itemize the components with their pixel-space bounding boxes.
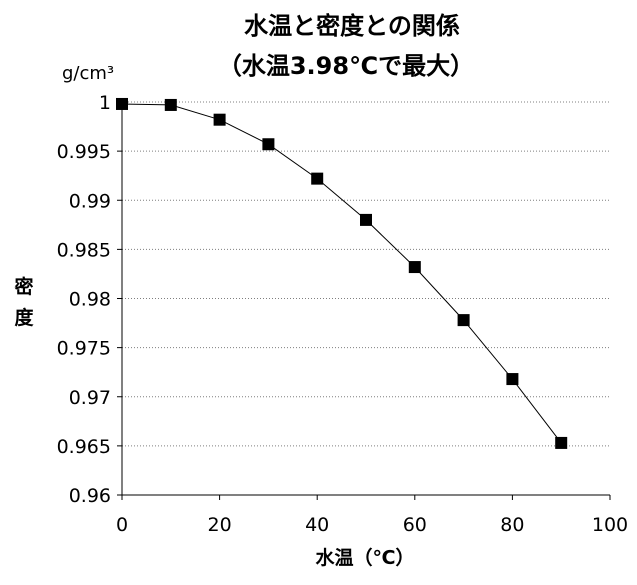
series-group: [116, 97, 568, 449]
x-tick-label: 100: [592, 514, 628, 536]
x-tick-label: 80: [500, 514, 524, 536]
y-tick-label: 0.96: [69, 485, 111, 507]
x-tick-label: 20: [208, 514, 232, 536]
data-point-marker: [408, 261, 421, 274]
x-tick-label: 60: [403, 514, 427, 536]
y-tick-label: 0.99: [69, 190, 111, 212]
data-point-marker: [262, 138, 275, 151]
data-point-marker: [311, 172, 324, 185]
y-tick-label: 0.975: [57, 338, 111, 360]
gridlines: [117, 101, 611, 500]
data-point-marker: [360, 213, 372, 226]
data-point-marker: [506, 373, 519, 386]
y-tick-label: 0.98: [69, 289, 111, 311]
y-axis-unit: g/cm³: [62, 63, 114, 84]
y-tick-label: 0.995: [57, 141, 111, 163]
data-point-marker: [213, 113, 226, 126]
y-axis-label-char-2: 度: [14, 306, 34, 329]
data-point-marker: [164, 98, 177, 111]
x-tick-label: 40: [305, 514, 329, 536]
y-tick-label: 1: [99, 92, 111, 114]
x-tick-labels: 0 20 40 60 80 100: [116, 514, 628, 536]
x-tick-label: 0: [116, 514, 128, 536]
y-tick-label: 0.965: [57, 436, 111, 458]
chart-title-line1: 水温と密度との関係: [244, 12, 460, 40]
y-tick-label: 0.97: [69, 387, 111, 409]
y-tick-labels: 0.96 0.965 0.97 0.975 0.98 0.985 0.99 0.995 1: [57, 92, 111, 507]
y-axis-label-char-1: 密: [14, 275, 33, 298]
data-point-marker: [555, 436, 568, 449]
data-point-marker: [457, 314, 470, 327]
chart-title-line2: （水温3.98℃で最大）: [218, 52, 474, 80]
data-point-marker: [116, 97, 128, 110]
y-tick-label: 0.985: [57, 239, 111, 261]
x-axis-label: 水温（℃）: [315, 546, 414, 569]
series-line: [121, 103, 562, 444]
